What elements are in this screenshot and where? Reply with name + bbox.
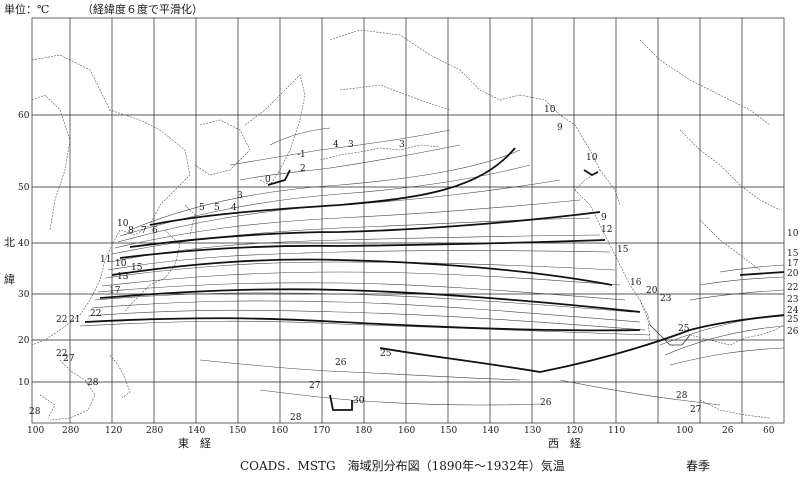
lon-label-east: 東 経 <box>178 437 211 450</box>
lon-tick: 180 <box>355 426 372 436</box>
isotherm-label: 10 <box>787 229 799 239</box>
lon-tick: 150 <box>440 426 457 436</box>
isotherm-label: 22 <box>90 309 101 319</box>
isotherm-label: 30 <box>353 396 365 406</box>
isotherm-label: 21 <box>69 315 80 325</box>
lon-tick: 140 <box>188 426 205 436</box>
isotherm-label: 22 <box>56 349 67 359</box>
isotherm-label: 28 <box>87 378 99 388</box>
lat-label-north: 北 <box>4 236 15 249</box>
isotherm-label: 11 <box>100 255 111 265</box>
isotherm-label: 7 <box>141 226 147 236</box>
isotherm-label: 27 <box>63 354 75 364</box>
lon-tick: 130 <box>524 426 541 436</box>
isotherm-label: 5 <box>214 203 220 213</box>
isotherm-label: 3 <box>237 191 243 201</box>
isotherm-label: 6 <box>152 226 158 236</box>
season-label: 春季 <box>686 459 710 473</box>
isotherm-labels: 10 9 10 9 12 15 16 20 23 25 26 25 27 28 … <box>29 105 799 423</box>
isotherm-label: 22 <box>787 283 798 293</box>
lon-tick: 60 <box>763 426 775 436</box>
isotherm-label: 8 <box>128 226 134 236</box>
isotherm-label: 13 <box>117 272 129 282</box>
lon-tick: 280 <box>146 426 163 436</box>
isotherm-label: 27 <box>309 381 321 391</box>
isotherm-label: 10 <box>544 105 556 115</box>
isotherm-label: 28 <box>676 391 688 401</box>
lon-tick: 280 <box>62 426 79 436</box>
lon-tick: 160 <box>271 426 288 436</box>
isotherm-label: 23 <box>660 294 672 304</box>
isotherm-label: 10 <box>586 153 598 163</box>
isotherm-label: 4 <box>333 140 339 150</box>
isotherm-label: 22 <box>56 315 67 325</box>
lon-tick: 160 <box>398 426 415 436</box>
isotherm-label: 25 <box>678 324 690 334</box>
lon-tick: 120 <box>105 426 122 436</box>
lon-tick: 26 <box>722 426 734 436</box>
isotherm-label: 15 <box>617 245 629 255</box>
isotherm-label: 9 <box>601 213 607 223</box>
isotherm-label: 3 <box>348 140 354 150</box>
lat-tick: 30 <box>18 290 30 300</box>
isotherm-label: 2 <box>300 164 306 174</box>
isotherm-label: 26 <box>335 358 347 368</box>
lat-tick: 50 <box>18 183 30 193</box>
graticule <box>31 17 785 424</box>
isotherm-label: 9 <box>557 123 563 133</box>
smoothing-note: （経緯度６度で平滑化） <box>82 2 203 16</box>
lat-tick: 20 <box>18 336 30 346</box>
lon-tick: 140 <box>482 426 499 436</box>
lon-tick: 120 <box>566 426 583 436</box>
lat-label-wei: 緯 <box>4 272 15 286</box>
isotherm-label: 23 <box>787 295 799 305</box>
isotherm-label: 26 <box>540 398 552 408</box>
isotherm-label: 3 <box>399 140 405 150</box>
isotherm-label: 0 <box>265 175 271 185</box>
isotherm-label: 16 <box>630 278 642 288</box>
isotherm-label: 20 <box>646 286 658 296</box>
isotherm-label: 15 <box>131 263 143 273</box>
lat-tick: 40 <box>18 239 30 249</box>
lon-tick: 150 <box>229 426 246 436</box>
lon-tick: 110 <box>608 426 625 436</box>
unit-label: 単位：℃ <box>4 2 49 16</box>
longitude-ticks: 100 280 120 280 140 150 160 170 180 160 … <box>27 426 775 436</box>
isotherm-label: 10 <box>117 219 129 229</box>
lat-tick: 10 <box>18 378 30 388</box>
isotherm-label: 25 <box>380 349 392 359</box>
isotherm-label: 12 <box>601 225 612 235</box>
isotherm-label: 27 <box>690 405 702 415</box>
isotherm-label: 5 <box>199 203 205 213</box>
isotherm-label: -1 <box>297 150 306 160</box>
isotherm-label: 20 <box>787 269 799 279</box>
lon-tick: 170 <box>313 426 330 436</box>
lat-tick: 60 <box>18 111 30 121</box>
isotherm-label: 26 <box>787 327 799 337</box>
isotherm-label: 24 <box>787 306 799 316</box>
isotherm-label: 4 <box>231 203 237 213</box>
lon-tick: 100 <box>676 426 693 436</box>
isotherm-label: 28 <box>29 407 41 417</box>
isotherm-label: 17 <box>109 286 121 296</box>
latitude-ticks: 10 20 30 40 50 60 <box>18 111 30 388</box>
isotherm-label: 17 <box>787 259 799 269</box>
lon-label-west: 西 経 <box>548 437 581 450</box>
isotherm-label: 25 <box>787 315 799 325</box>
isotherm-label: 15 <box>787 249 799 259</box>
isotherms-bold <box>84 147 785 411</box>
map-caption: COADS．MSTG 海域別分布図（1890年〜1932年）気温 <box>240 458 565 473</box>
isotherm-label: 10 <box>115 259 127 269</box>
isotherm-label: 28 <box>290 413 302 423</box>
lon-tick: 100 <box>27 426 44 436</box>
